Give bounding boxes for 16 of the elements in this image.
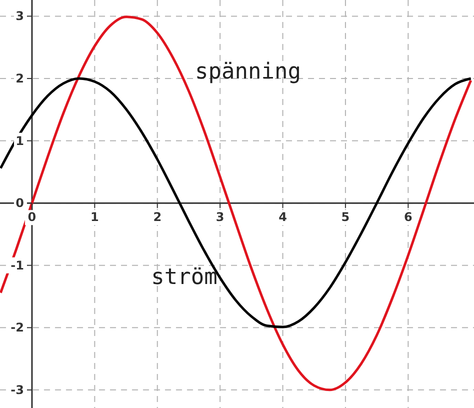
- y-tick-label: 0: [16, 196, 24, 210]
- y-tick-label: -3: [10, 382, 24, 397]
- y-tick-label: 2: [16, 71, 24, 86]
- y-tick-label: 1: [16, 134, 24, 148]
- y-tick-label: -2: [10, 320, 24, 335]
- x-tick-label: 6: [404, 210, 412, 224]
- x-tick-label: 5: [341, 210, 350, 224]
- x-tick-label: 0: [28, 210, 36, 224]
- x-tick-label: 4: [278, 210, 287, 224]
- series-label: spänning: [194, 59, 301, 84]
- x-tick-label: 1: [90, 210, 99, 224]
- y-tick-label: 3: [16, 9, 24, 24]
- y-tick-label: -1: [10, 258, 24, 272]
- x-tick-label: 2: [153, 210, 162, 224]
- x-tick-label: 3: [216, 210, 224, 224]
- series-label: ström: [151, 265, 218, 290]
